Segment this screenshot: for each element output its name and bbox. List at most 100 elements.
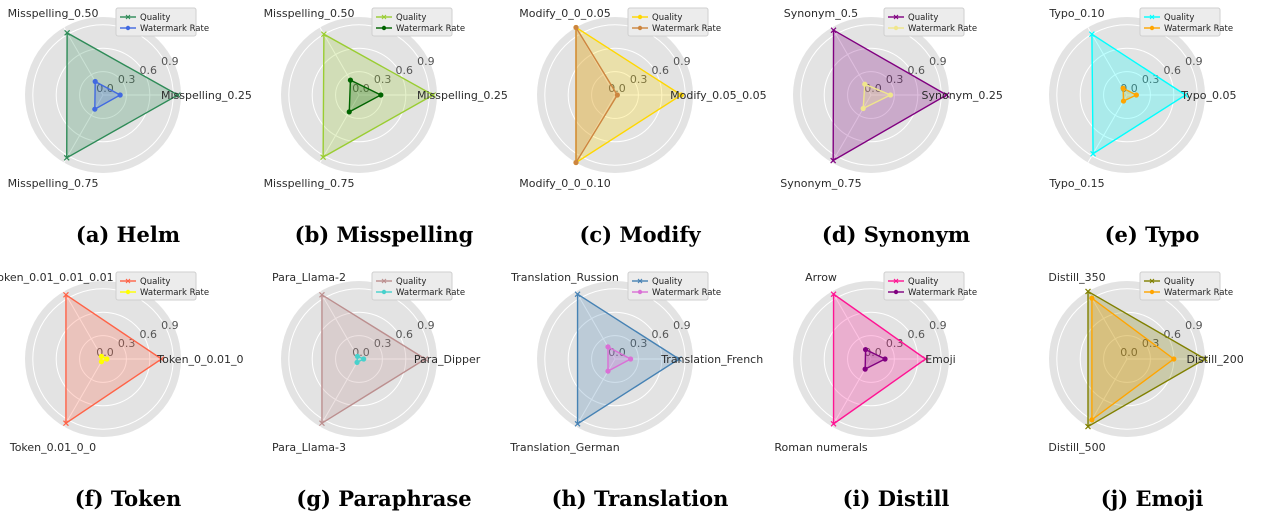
- grid-spoke: [1087, 27, 1128, 96]
- series-area-watermark-rate: [575, 24, 619, 166]
- data-point-watermark-rate: [1089, 295, 1095, 301]
- r-tick-label: 0.9: [929, 55, 947, 68]
- radar-panel-f: 0.00.30.60.9Token_0_0.01_0Token_0.01_0.0…: [0, 264, 256, 528]
- data-point-watermark-rate: [117, 92, 123, 98]
- axis-label: Emoji: [925, 353, 956, 366]
- grid-spoke: [319, 291, 360, 360]
- axis-label: Misspelling_0.25: [417, 89, 508, 102]
- axis-label: Modify_0_0_0.10: [519, 177, 610, 190]
- legend-label: Quality: [396, 13, 426, 23]
- panel-caption: (i) Distill: [842, 486, 950, 511]
- series-area-watermark-rate: [607, 345, 633, 373]
- r-tick-label: 0.9: [673, 55, 691, 68]
- axis-label: Synonym_0.25: [922, 89, 1003, 102]
- r-tick-label: 0.6: [651, 64, 669, 77]
- grid-spoke: [63, 291, 104, 360]
- axis-label: Misspelling_0.50: [264, 7, 355, 20]
- data-point-watermark-rate: [862, 346, 869, 353]
- legend-label: Quality: [908, 13, 938, 23]
- axis-label: Translation_French: [660, 353, 763, 366]
- data-point-quality: [830, 420, 837, 427]
- data-point-quality: [158, 356, 165, 362]
- series-area-quality: [1087, 290, 1207, 428]
- data-point-watermark-rate: [862, 81, 868, 87]
- data-point-watermark-rate: [347, 77, 354, 83]
- legend-label: Quality: [1164, 13, 1194, 23]
- data-point-watermark-rate: [573, 24, 579, 31]
- data-point-quality: [430, 92, 437, 98]
- axis-label: Modify_0.05_0.05: [670, 89, 766, 102]
- r-tick-label: 0.0: [352, 82, 370, 95]
- series-area-watermark-rate: [1091, 296, 1175, 422]
- radar-chart-e: 0.0 0.30.6 0.9 Typo_0.05 Typo_0.10 Typo_0.15 Q…: [1048, 7, 1236, 190]
- axis-label: Synonym_0.75: [780, 177, 861, 190]
- axis-label: Translation_German: [509, 441, 620, 454]
- series-area-watermark-rate: [862, 83, 893, 110]
- data-point-quality: [1085, 423, 1091, 430]
- data-point-watermark-rate: [98, 353, 105, 359]
- legend-label: Quality: [140, 277, 170, 287]
- data-point-watermark-rate: [1089, 417, 1095, 423]
- axis-label: Distill_350: [1048, 271, 1105, 284]
- data-point-watermark-rate: [614, 92, 620, 98]
- data-point-quality: [676, 356, 682, 362]
- radar-chart-b: 0.0 0.30.6 0.9 Misspelling_0.25 Misspelling_…: [264, 7, 508, 190]
- data-point-quality: [830, 27, 837, 34]
- radar-panel-e: 0.0 0.30.6 0.9 Typo_0.05 Typo_0.10 Typo_0.15 Q…: [1024, 0, 1279, 264]
- legend-label: Watermark Rate: [908, 24, 977, 34]
- data-point-quality: [63, 420, 69, 427]
- data-point-watermark-rate: [1171, 356, 1177, 362]
- r-tick-label: 0.9: [161, 55, 179, 68]
- data-point-watermark-rate: [887, 92, 894, 98]
- panel-caption: (e) Typo: [1104, 222, 1200, 247]
- data-point-quality: [319, 420, 325, 427]
- axis-label: Typo_0.05: [1180, 89, 1236, 102]
- r-tick-label: 0.3: [630, 73, 648, 86]
- data-point-watermark-rate: [628, 356, 634, 362]
- data-point-quality: [1182, 92, 1189, 98]
- grid-spoke: [1087, 291, 1128, 360]
- r-tick-label: 0.3: [1142, 337, 1160, 350]
- radar-chart-h: 0.00.30.60.9Translation_FrenchTranslatio…: [509, 271, 763, 454]
- radar-panel-j: 0.00.30.60.9Distill_200Distill_350Distil…: [1024, 264, 1279, 528]
- legend-label: Quality: [652, 277, 682, 287]
- r-tick-label: 0.0: [1120, 346, 1138, 359]
- axis-label: Token_0.01_0.01_0.01: [0, 271, 114, 284]
- data-point-watermark-rate: [92, 78, 98, 85]
- data-point-watermark-rate: [354, 353, 361, 359]
- r-tick-label: 0.3: [1142, 73, 1160, 86]
- series-area-watermark-rate: [94, 80, 122, 111]
- panel-caption: (a) Helm: [75, 222, 181, 247]
- data-point-quality: [1202, 356, 1208, 362]
- data-point-watermark-rate: [361, 356, 367, 362]
- data-point-quality: [174, 92, 181, 98]
- axis-label: Para_Dipper: [414, 353, 481, 366]
- legend-label: Quality: [652, 13, 682, 23]
- axis-label: Modify_0_0_0.05: [519, 7, 610, 20]
- data-point-quality: [574, 420, 581, 427]
- r-tick-label: 0.3: [886, 73, 904, 86]
- legend-label: Quality: [140, 13, 170, 23]
- grid-spoke: [319, 27, 360, 96]
- r-tick-label: 0.3: [374, 337, 392, 350]
- r-tick-label: 0.0: [1120, 82, 1138, 95]
- axis-label: Roman numerals: [774, 441, 868, 454]
- panel-caption: (d) Synonym: [821, 222, 971, 247]
- grid-spoke: [1087, 358, 1128, 427]
- axis-label: Para_Llama-2: [272, 271, 346, 284]
- series-area-quality: [832, 292, 927, 426]
- r-tick-label: 0.6: [907, 328, 925, 341]
- grid-spoke: [63, 94, 104, 163]
- axis-label: Misspelling_0.25: [161, 89, 252, 102]
- data-point-quality: [63, 154, 70, 161]
- data-point-watermark-rate: [1133, 92, 1139, 98]
- radar-chart-g: 0.00.30.60.9Para_DipperPara_Llama-2Para_…: [272, 271, 481, 454]
- series-area-watermark-rate: [1122, 87, 1138, 103]
- r-tick-label: 0.3: [118, 337, 136, 350]
